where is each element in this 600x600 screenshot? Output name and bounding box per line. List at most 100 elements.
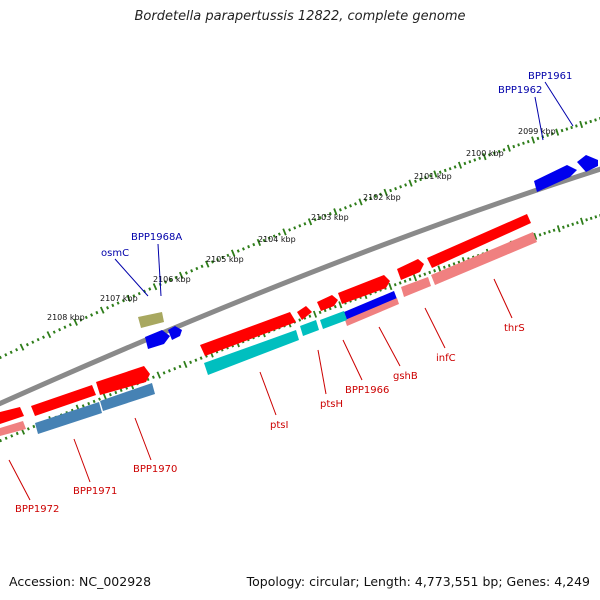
outer-tick [106, 306, 110, 310]
outer-tick [358, 198, 363, 206]
inner-tick [10, 434, 14, 438]
scale-label-2102: 2102 kbp [363, 193, 401, 202]
outer-tick [247, 245, 251, 249]
outer-tick [323, 214, 327, 218]
inner-tick [98, 397, 102, 401]
gene-osmc[interactable] [145, 330, 170, 349]
gene-gshb-cds[interactable] [345, 298, 399, 326]
inner-tick [571, 222, 575, 226]
forward-strand-genes [0, 214, 537, 436]
outer-tick [0, 355, 2, 360]
outer-tick [267, 236, 271, 240]
inner-tick [562, 225, 565, 229]
gene-ptsi-small[interactable] [297, 306, 312, 320]
gene-bpp1972[interactable] [0, 407, 24, 424]
outer-tick [438, 170, 442, 174]
label-bpp1971[interactable]: BPP1971 [73, 486, 117, 497]
label-bpp1968a[interactable]: BPP1968A [131, 232, 182, 243]
genome-backbone [0, 166, 600, 407]
outer-tick [298, 224, 302, 228]
gene-ptsh[interactable] [317, 295, 338, 311]
gene-bpp1972-cds[interactable] [0, 421, 26, 436]
outer-tick [148, 287, 152, 291]
outer-tick [178, 271, 184, 279]
gene-bpp1971-cds[interactable] [35, 402, 102, 434]
inner-tick [92, 399, 96, 404]
gene-infc-cds[interactable] [401, 277, 431, 297]
inner-tick [189, 360, 193, 364]
outer-tick [379, 192, 383, 196]
gene-bpp1962[interactable] [534, 165, 577, 192]
inner-tick [114, 390, 118, 395]
inner-tick [298, 318, 302, 322]
outer-tick [195, 266, 199, 271]
inner-tick [323, 308, 327, 313]
outer-tick [517, 143, 520, 147]
outer-tick [414, 179, 417, 183]
outer-tick [492, 151, 496, 155]
label-gshb[interactable]: gshB [393, 371, 418, 382]
gene-bpp1966[interactable] [338, 275, 390, 304]
inner-tick [108, 393, 112, 397]
gene-bpp1966-cds[interactable] [320, 311, 347, 329]
inner-tick [589, 216, 593, 220]
scale-label-2101: 2101 kbp [414, 172, 452, 181]
outer-tick [589, 119, 593, 124]
gene-gshb[interactable] [344, 291, 397, 320]
inner-tick [328, 306, 332, 311]
gene-bpp1968a[interactable] [168, 326, 182, 340]
outer-tick [343, 206, 347, 210]
gene-thrs-cds[interactable] [431, 232, 537, 285]
label-infc[interactable]: infC [436, 353, 456, 364]
inner-tick [151, 375, 155, 379]
outer-tick [560, 128, 564, 133]
inner-tick [183, 360, 188, 369]
inner-tick [119, 388, 123, 392]
outer-tick [95, 310, 99, 315]
gene-bpp1961[interactable] [577, 155, 598, 172]
gene-infc[interactable] [397, 259, 424, 280]
label-bpp1962[interactable]: BPP1962 [498, 85, 542, 96]
gene-bpp1970-cds[interactable] [100, 383, 155, 411]
inner-tick [167, 369, 171, 373]
scale-label-2106: 2106 kbp [153, 275, 191, 284]
gene-osmc-cds[interactable] [138, 312, 164, 328]
gene-ptsi-cds[interactable] [204, 330, 299, 375]
outer-tick [369, 196, 373, 200]
inner-tick [580, 217, 584, 225]
inner-tick [312, 310, 318, 318]
reverse-strand-genes [138, 155, 598, 349]
outer-tick [531, 136, 536, 144]
label-ptsi[interactable]: ptsI [270, 420, 288, 431]
label-bpp1972[interactable]: BPP1972 [15, 504, 59, 515]
inner-tick [594, 215, 598, 219]
label-bpp1970[interactable]: BPP1970 [133, 464, 177, 475]
label-bpp1966[interactable]: BPP1966 [345, 385, 389, 396]
label-bpp1961[interactable]: BPP1961 [528, 71, 572, 82]
outer-tick [307, 218, 313, 226]
outer-tick [230, 249, 236, 257]
outer-tick [404, 183, 408, 187]
inner-tick [4, 436, 8, 440]
inner-tick [338, 301, 343, 309]
scale-labels: 2099 kbp 2100 kbp 2101 kbp 2102 kbp 2103… [47, 127, 556, 322]
outer-tick [293, 226, 297, 230]
gene-bpp1971[interactable] [31, 385, 96, 416]
gene-bpp1970[interactable] [96, 366, 150, 395]
outer-tick [277, 232, 281, 236]
outer-tick [137, 291, 141, 296]
label-thrs[interactable]: thrS [504, 323, 525, 334]
outer-tick [121, 298, 125, 303]
gene-ptsi[interactable] [200, 312, 296, 356]
label-osmc[interactable]: osmC [101, 248, 129, 259]
outer-tick [25, 342, 29, 347]
inner-tick [173, 367, 177, 371]
label-ptsh[interactable]: ptsH [320, 399, 343, 410]
inner-tick [388, 282, 393, 291]
outer-tick [221, 255, 225, 260]
inner-tick [26, 427, 30, 431]
gene-ptsh-cds[interactable] [300, 320, 319, 336]
gene-thrs[interactable] [427, 214, 531, 268]
outer-tick [338, 208, 342, 212]
outer-tick [262, 238, 266, 243]
